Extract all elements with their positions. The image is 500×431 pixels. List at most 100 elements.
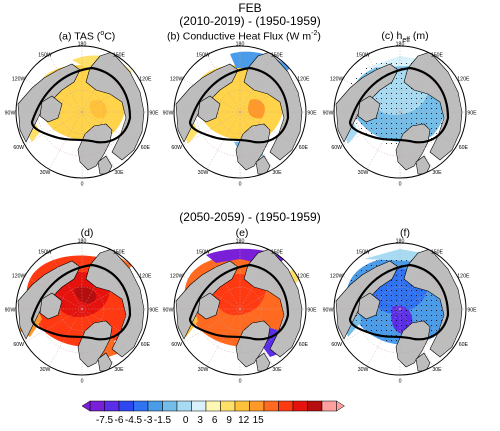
colorbar: -7.5 -6 -4.5 -3 -1.5 0 3 6 9 12 15 — [81, 400, 345, 426]
longitude-label: 30E — [114, 170, 124, 176]
land-scand-f — [415, 352, 431, 372]
colorbar-tick-3: -3 — [144, 415, 153, 426]
longitude-label: 90E — [467, 110, 477, 116]
longitude-label: 30E — [272, 367, 282, 373]
longitude-label: 150W — [38, 53, 52, 59]
land-greenlandE-f — [395, 320, 431, 368]
longitude-label: 150E — [113, 250, 126, 256]
longitude-label: 180 — [78, 238, 87, 244]
land-scand-c — [415, 155, 431, 175]
land-ice-a — [141, 155, 148, 169]
longitude-label: 30W — [198, 367, 209, 373]
land-ice-c — [459, 155, 466, 169]
land-ice-d — [141, 352, 148, 366]
longitude-label: 150E — [271, 53, 284, 59]
colorbar-tick-7: 6 — [212, 415, 218, 426]
map-panel-f: 180 150W 150E 120W 120E 90W 90E 60W 60E 30W 30E 0 — [323, 238, 477, 384]
longitude-label: 60W — [13, 342, 24, 348]
longitude-label: 120W — [12, 76, 26, 82]
ice-edge-contour-a — [30, 66, 132, 144]
colorbar-tick-1: -6 — [115, 415, 124, 426]
longitude-label: 30E — [432, 367, 442, 373]
land-ice-b — [299, 155, 306, 169]
map-panel-d: 180 150W 150E 120W 120E 90W 90E 60W 60E 30W 30E 0 — [5, 238, 159, 384]
longitude-label: 60E — [459, 145, 469, 151]
longitude-label: 120W — [170, 273, 184, 279]
longitude-label: 120E — [139, 273, 152, 279]
longitude-label: 30W — [358, 170, 369, 176]
longitude-label: 120W — [330, 76, 344, 82]
longitude-label: 0 — [399, 181, 402, 187]
colorbar-segment-0 — [89, 400, 105, 412]
map-border-f — [333, 242, 467, 376]
longitude-label: 60W — [331, 342, 342, 348]
map-panel-a: 180 150W 150E 120W 120E 90W 90E 60W 60E 30W 30E 0 — [5, 41, 159, 187]
map-panel-b: 180 150W 150E 120W 120E 90W 90E 60W 60E 30W 30E 0 — [163, 41, 317, 187]
longitude-label: 90W — [323, 307, 334, 313]
land-greenlandE-e — [235, 320, 271, 368]
colorbar-segment-11 — [249, 400, 265, 412]
longitude-label: 30E — [114, 367, 124, 373]
colorbar-segment-15 — [307, 400, 323, 412]
map-panel-c: 180 150W 150E 120W 120E 90W 90E 60W 60E 30W 30E 0 — [323, 41, 477, 187]
land-greenlandE-d — [77, 320, 113, 368]
colorbar-segment-2 — [118, 400, 134, 412]
longitude-label: 120E — [297, 76, 310, 82]
longitude-label: 0 — [399, 378, 402, 384]
ice-edge-contour-d — [30, 263, 132, 341]
colorbar-segment-14 — [292, 400, 308, 412]
longitude-label: 120E — [297, 273, 310, 279]
longitude-label: 60E — [299, 342, 309, 348]
longitude-label: 0 — [239, 181, 242, 187]
longitude-label: 120E — [457, 273, 470, 279]
land-greenlandE-c — [395, 123, 431, 171]
map-border-d — [15, 242, 149, 376]
map-panel-e: 180 150W 150E 120W 120E 90W 90E 60W 60E 30W 30E 0 — [163, 238, 317, 384]
land-canArch-e — [197, 292, 221, 320]
ice-edge-contour-b — [188, 66, 290, 144]
colorbar-segment-3 — [133, 400, 149, 412]
colorbar-segment-5 — [162, 400, 178, 412]
panel-e-title: (e) — [235, 227, 249, 239]
longitude-label: 150W — [196, 53, 210, 59]
map-border-b — [173, 45, 307, 179]
colorbar-segment-8 — [205, 400, 221, 412]
longitude-label: 30W — [40, 170, 51, 176]
longitude-label: 180 — [236, 41, 245, 47]
ice-edge-contour-e — [188, 263, 290, 341]
longitude-label: 90W — [323, 110, 334, 116]
colorbar-segment-1 — [104, 400, 120, 412]
land-canArch-f — [357, 292, 381, 320]
longitude-label: 150W — [196, 250, 210, 256]
map-border-e — [173, 242, 307, 376]
map-border-a — [15, 45, 149, 179]
colorbar-segment-7 — [191, 400, 207, 412]
map-border-c — [333, 45, 467, 179]
longitude-label: 60W — [171, 342, 182, 348]
colorbar-tick-4: -1.5 — [154, 415, 172, 426]
longitude-label: 60E — [141, 145, 151, 151]
longitude-label: 90E — [307, 110, 317, 116]
panel-c-title: (c) heff (m) — [381, 30, 429, 45]
longitude-label: 30E — [432, 170, 442, 176]
longitude-label: 60W — [13, 145, 24, 151]
longitude-label: 120W — [12, 273, 26, 279]
longitude-label: 60E — [141, 342, 151, 348]
longitude-label: 60W — [171, 145, 182, 151]
longitude-label: 120E — [457, 76, 470, 82]
colorbar-segment-9 — [220, 400, 236, 412]
longitude-label: 180 — [396, 238, 405, 244]
longitude-label: 90E — [149, 307, 159, 313]
land-canArch-d — [39, 292, 63, 320]
land-ice-f — [459, 352, 466, 366]
colorbar-segment-16 — [321, 400, 337, 412]
longitude-label: 120W — [330, 273, 344, 279]
anomaly-region-d-2 — [74, 286, 97, 304]
colorbar-segment-6 — [176, 400, 192, 412]
longitude-label: 150E — [271, 250, 284, 256]
longitude-label: 30W — [358, 367, 369, 373]
longitude-label: 60W — [331, 145, 342, 151]
land-scand-e — [255, 352, 271, 372]
longitude-label: 90E — [149, 110, 159, 116]
